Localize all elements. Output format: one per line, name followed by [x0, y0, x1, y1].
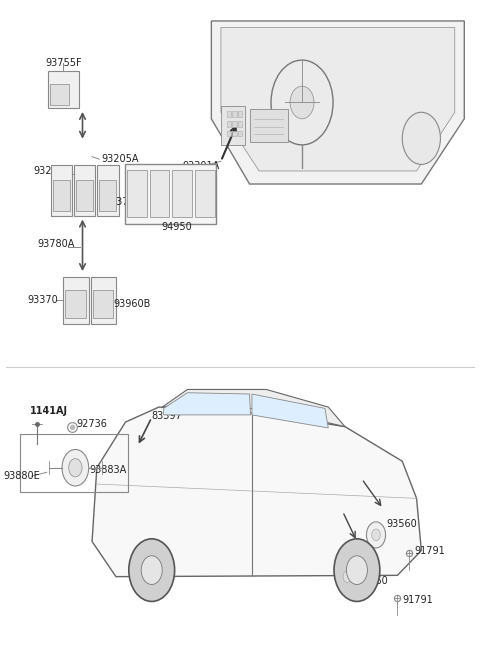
Text: 91791: 91791 — [414, 546, 445, 555]
Polygon shape — [164, 393, 251, 415]
Circle shape — [141, 556, 162, 584]
Bar — [127, 170, 147, 217]
Bar — [51, 165, 72, 216]
Polygon shape — [221, 28, 455, 171]
Text: 92736: 92736 — [77, 419, 108, 429]
Bar — [63, 276, 89, 324]
Bar — [48, 71, 79, 108]
Bar — [232, 121, 237, 126]
Polygon shape — [161, 390, 345, 426]
Bar — [227, 121, 231, 126]
Circle shape — [343, 571, 352, 582]
Bar — [93, 290, 113, 318]
Text: 93880E: 93880E — [4, 471, 40, 481]
Circle shape — [62, 449, 89, 486]
Text: 93560: 93560 — [386, 519, 417, 529]
Text: 93755F: 93755F — [45, 58, 82, 68]
Bar — [50, 84, 69, 105]
Circle shape — [338, 563, 357, 590]
Bar — [76, 180, 93, 211]
Circle shape — [347, 556, 367, 584]
Circle shape — [69, 458, 82, 477]
Circle shape — [290, 86, 314, 119]
Bar — [232, 111, 237, 117]
Polygon shape — [211, 21, 464, 184]
Text: 93270B: 93270B — [34, 166, 72, 176]
Bar — [221, 105, 245, 145]
Bar — [172, 170, 192, 217]
Text: 93960B: 93960B — [114, 299, 151, 309]
Bar — [74, 165, 96, 216]
Text: 93205A: 93205A — [102, 154, 139, 164]
Bar — [195, 170, 215, 217]
Text: 93755D: 93755D — [110, 197, 149, 207]
Bar — [250, 109, 288, 141]
Text: 83397: 83397 — [152, 411, 182, 421]
Circle shape — [402, 112, 441, 164]
Bar — [53, 180, 70, 211]
Text: 91791: 91791 — [402, 595, 433, 605]
Bar — [125, 164, 216, 224]
Bar — [232, 130, 237, 136]
Bar — [99, 180, 116, 211]
Text: 93370: 93370 — [28, 295, 59, 305]
Circle shape — [366, 522, 385, 548]
Bar — [238, 111, 242, 117]
Bar — [150, 170, 169, 217]
Polygon shape — [252, 394, 328, 428]
Circle shape — [334, 539, 380, 601]
Bar — [227, 130, 231, 136]
Bar — [227, 111, 231, 117]
Circle shape — [372, 529, 380, 541]
Text: 93301A: 93301A — [183, 160, 220, 171]
Text: 93560: 93560 — [357, 576, 388, 586]
Text: 93883A: 93883A — [89, 464, 126, 475]
Bar — [97, 165, 119, 216]
Bar — [21, 434, 128, 492]
Bar — [238, 121, 242, 126]
Bar — [65, 290, 86, 318]
Text: 94950: 94950 — [161, 222, 192, 232]
Text: 1141AJ: 1141AJ — [30, 406, 68, 416]
Bar — [91, 276, 116, 324]
Polygon shape — [92, 407, 421, 576]
Text: 93780A: 93780A — [37, 239, 74, 249]
Bar — [238, 130, 242, 136]
Circle shape — [129, 539, 175, 601]
